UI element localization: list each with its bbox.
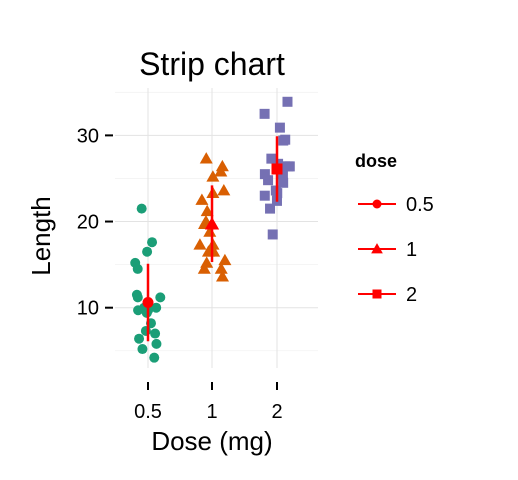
legend-key-square-icon [372, 289, 382, 299]
data-point-dose-2 [263, 175, 274, 186]
legend-key-circle-icon [372, 199, 382, 209]
data-point-dose-0.5 [132, 263, 143, 274]
data-point-dose-0.5 [134, 333, 145, 344]
y-axis-title: Length [26, 196, 56, 276]
data-point-dose-1 [214, 262, 228, 274]
data-point-dose-2 [278, 177, 289, 188]
data-point-dose-2 [267, 229, 278, 240]
legend-entry-0.5: 0.5 [358, 194, 434, 216]
data-point-dose-2 [277, 169, 288, 180]
legend-label: 0.5 [406, 194, 434, 216]
data-point-dose-0.5 [137, 344, 148, 355]
x-tick-label: 2 [271, 401, 282, 423]
data-point-dose-2 [265, 203, 276, 214]
x-tick-label: 0.5 [134, 401, 162, 423]
data-point-dose-1 [214, 165, 228, 177]
summary-layer [142, 136, 283, 342]
data-point-dose-1 [218, 253, 232, 266]
data-point-dose-1 [200, 204, 214, 217]
data-point-dose-2 [266, 153, 277, 164]
data-point-dose-0.5 [151, 338, 162, 349]
y-tick-label: 30 [77, 125, 99, 147]
data-point-dose-1 [195, 193, 209, 205]
y-tick-label: 20 [77, 212, 99, 234]
data-point-dose-0.5 [136, 203, 147, 214]
data-point-dose-0.5 [150, 328, 161, 339]
legend: dose 0.5 1 2 [355, 151, 434, 306]
data-point-dose-1 [206, 170, 220, 182]
legend-label: 2 [406, 284, 417, 306]
x-tick-label: 1 [206, 401, 217, 423]
data-point-dose-0.5 [149, 352, 160, 363]
data-point-dose-1 [217, 184, 231, 196]
data-point-dose-2 [278, 135, 289, 146]
data-point-dose-1 [216, 270, 230, 282]
summary-mean-point [271, 163, 283, 175]
data-point-dose-0.5 [133, 305, 144, 316]
data-point-dose-0.5 [147, 237, 158, 248]
data-point-dose-0.5 [151, 302, 162, 313]
data-point-dose-2 [259, 108, 270, 119]
data-point-dose-2 [259, 190, 270, 201]
y-tick-label: 10 [77, 298, 99, 320]
data-point-dose-2 [259, 169, 270, 180]
summary-mean-point [142, 297, 154, 309]
data-point-dose-1 [193, 238, 207, 250]
legend-label: 1 [406, 239, 417, 261]
data-point-dose-2 [282, 96, 293, 107]
legend-title: dose [355, 151, 397, 171]
data-point-dose-1 [197, 262, 211, 274]
axes-layer: 10 20 30 0.5 1 2 [77, 125, 283, 423]
x-axis-title: Dose (mg) [151, 426, 272, 456]
data-point-dose-0.5 [155, 292, 166, 303]
data-point-dose-0.5 [142, 246, 153, 257]
data-point-dose-1 [199, 152, 213, 164]
legend-key-triangle-icon [371, 243, 383, 254]
data-point-dose-2 [274, 122, 285, 133]
legend-entry-2: 2 [358, 284, 417, 306]
chart-title: Strip chart [139, 46, 285, 82]
data-point-dose-0.5 [132, 292, 143, 303]
summary-mean-point [204, 216, 220, 230]
data-point-dose-2 [283, 161, 294, 172]
legend-entry-1: 1 [358, 239, 417, 261]
